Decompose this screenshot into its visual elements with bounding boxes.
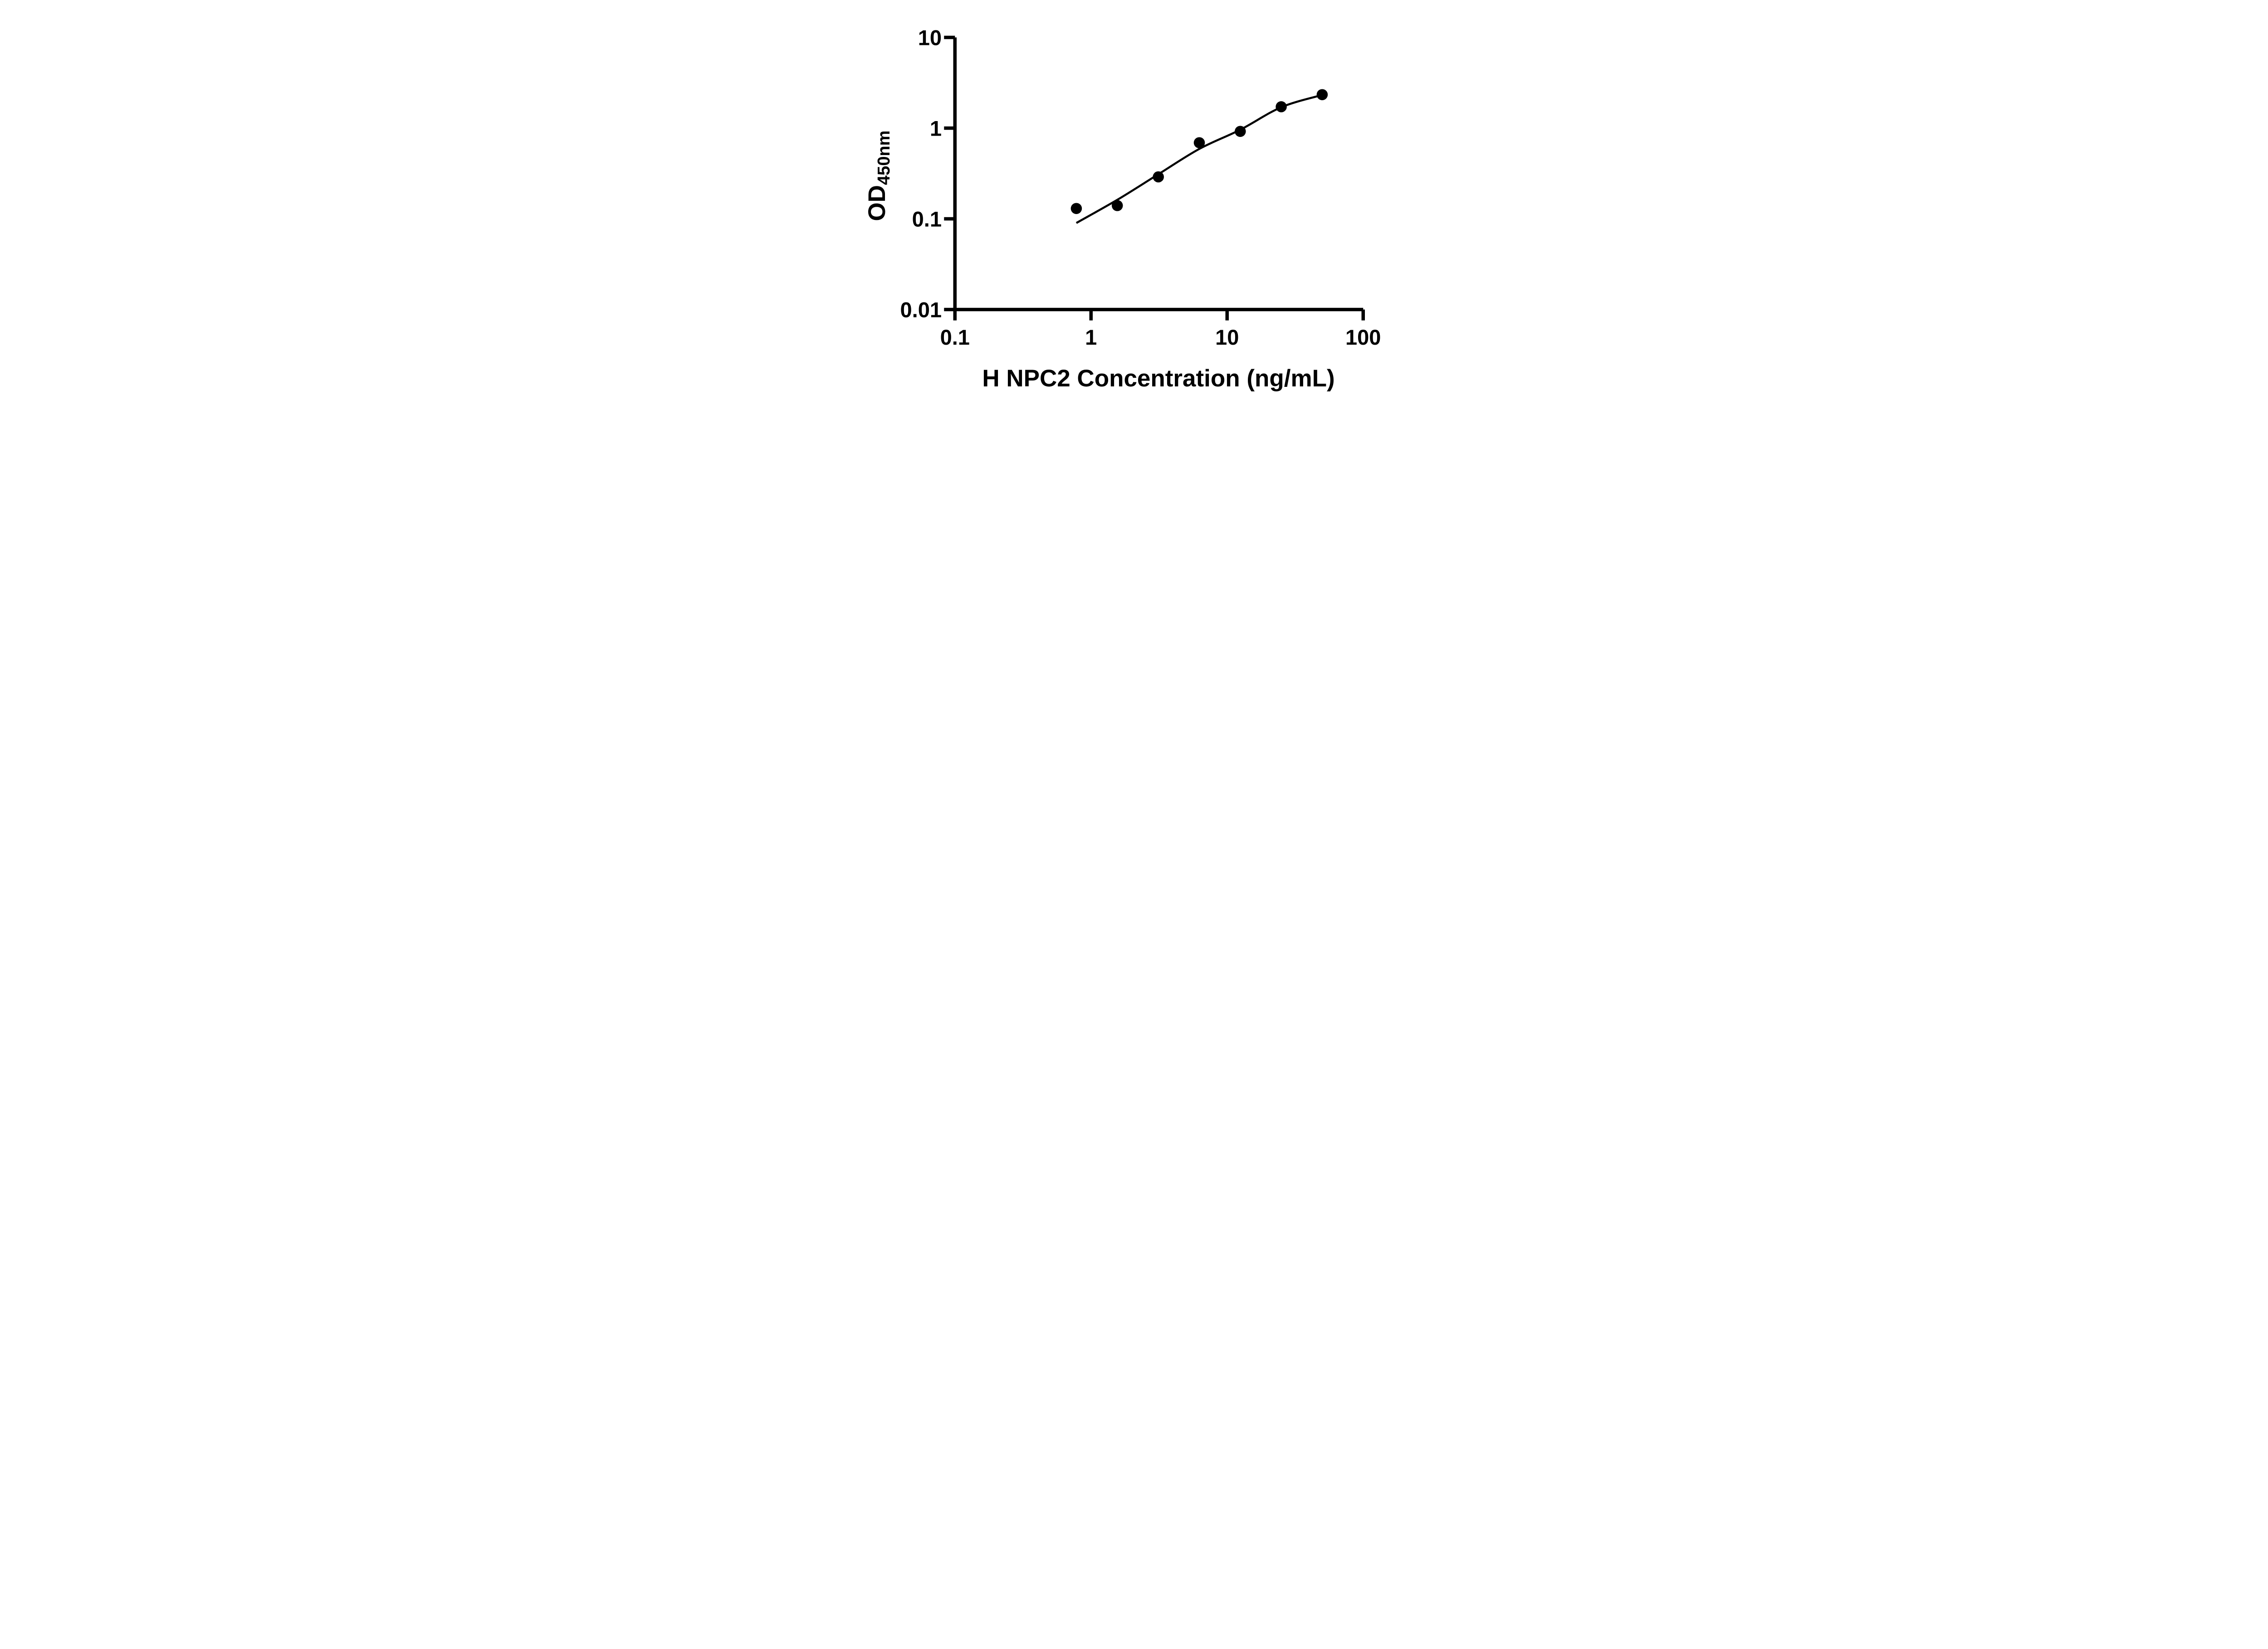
y-tick-label: 0.1 <box>912 207 941 231</box>
y-tick-label: 0.01 <box>900 298 941 322</box>
x-tick-labels: 0.1 1 10 100 <box>940 325 1381 349</box>
x-tick-label: 0.1 <box>940 325 969 349</box>
y-tick-label: 1 <box>929 117 941 141</box>
data-point <box>1275 101 1287 112</box>
x-tick-label: 10 <box>1215 325 1239 349</box>
y-axis-title-subscript: 450nm <box>875 131 894 185</box>
elisa-standard-curve-figure: 0.1 1 10 100 10 1 0.1 0.01 H NPC2 Concentratio… <box>841 0 1427 412</box>
x-axis-title: H NPC2 Concentration (ng/mL) <box>982 365 1334 392</box>
data-points <box>1070 89 1328 214</box>
data-point <box>1111 200 1123 211</box>
data-point <box>1316 89 1328 100</box>
y-axis-title: OD450nm <box>864 131 894 221</box>
data-point <box>1070 203 1082 214</box>
axes <box>943 35 1365 321</box>
x-tick-label: 100 <box>1345 325 1381 349</box>
data-point <box>1193 137 1205 148</box>
y-tick-label: 10 <box>918 26 941 50</box>
elisa-standard-curve-chart: 0.1 1 10 100 10 1 0.1 0.01 H NPC2 Concentratio… <box>864 26 1381 392</box>
y-axis-title-main: OD <box>864 185 890 221</box>
data-point <box>1152 171 1164 183</box>
data-point <box>1234 126 1246 137</box>
x-tick-label: 1 <box>1085 325 1097 349</box>
y-tick-labels: 10 1 0.1 0.01 <box>900 26 941 322</box>
